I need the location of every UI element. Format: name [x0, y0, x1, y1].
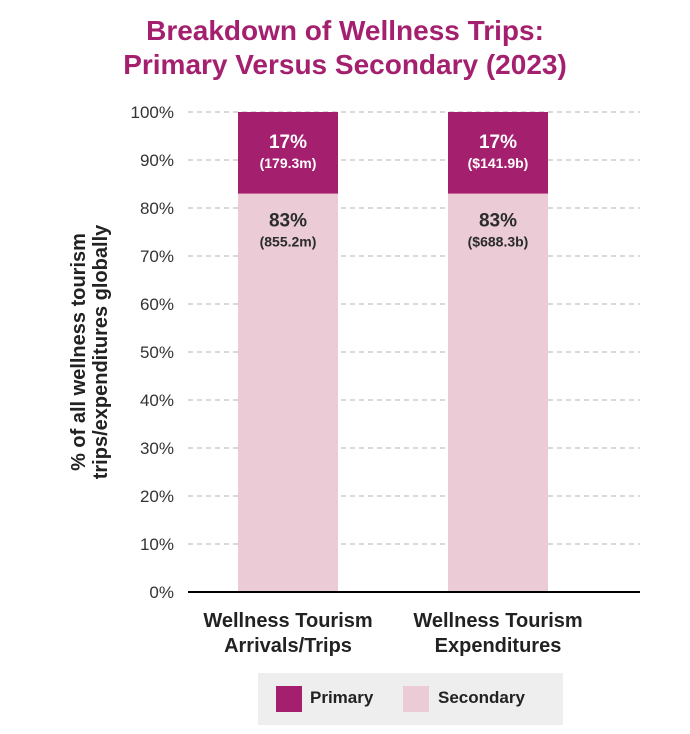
- y-tick-label: 80%: [140, 199, 174, 218]
- data-sublabel: ($688.3b): [468, 234, 529, 250]
- chart-title: Breakdown of Wellness Trips: Primary Ver…: [0, 14, 690, 82]
- data-label: 17%: [269, 132, 307, 153]
- y-tick-label: 100%: [131, 103, 174, 122]
- legend-label-secondary: Secondary: [438, 688, 525, 707]
- y-tick-label: 40%: [140, 391, 174, 410]
- data-sublabel: ($141.9b): [468, 155, 529, 171]
- legend-label-primary: Primary: [310, 688, 374, 707]
- chart-title-line-1: Breakdown of Wellness Trips:: [146, 15, 544, 46]
- x-category-label: Expenditures: [435, 635, 562, 657]
- data-label: 83%: [479, 211, 517, 232]
- legend-swatch-secondary: [403, 686, 429, 712]
- data-sublabel: (855.2m): [260, 234, 317, 250]
- legend-swatch-primary: [276, 686, 302, 712]
- data-label: 17%: [479, 132, 517, 153]
- x-category-label: Arrivals/Trips: [224, 635, 352, 657]
- y-tick-label: 60%: [140, 295, 174, 314]
- data-sublabel: (179.3m): [260, 155, 317, 171]
- x-category-label: Wellness Tourism: [203, 610, 372, 632]
- x-category-label: Wellness Tourism: [413, 610, 582, 632]
- y-tick-label: 0%: [149, 583, 174, 602]
- data-label: 83%: [269, 211, 307, 232]
- bar-segment-secondary: [448, 193, 548, 592]
- legend: Primary Secondary: [258, 673, 563, 725]
- bar-segment-secondary: [238, 193, 338, 592]
- y-tick-label: 20%: [140, 487, 174, 506]
- y-tick-label: 90%: [140, 151, 174, 170]
- y-tick-label: 70%: [140, 247, 174, 266]
- y-tick-label: 10%: [140, 535, 174, 554]
- bar-segment-primary: [238, 112, 338, 194]
- bar-segment-primary: [448, 112, 548, 194]
- chart-title-line-2: Primary Versus Secondary (2023): [123, 49, 567, 80]
- y-tick-label: 30%: [140, 439, 174, 458]
- y-tick-label: 50%: [140, 343, 174, 362]
